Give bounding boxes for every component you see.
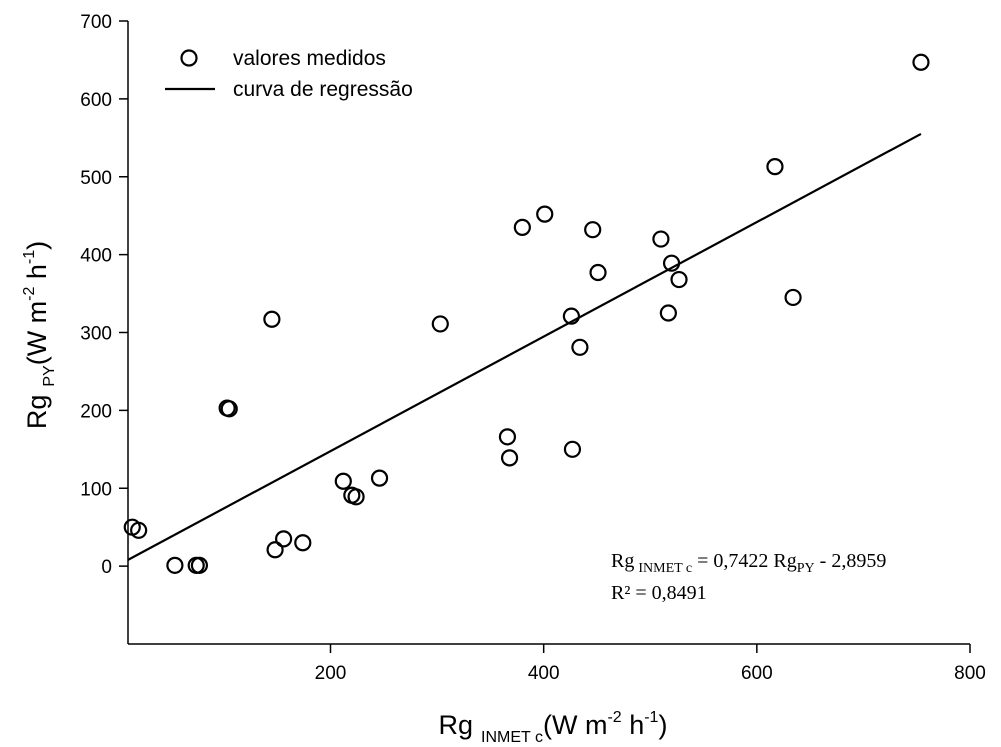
data-point xyxy=(498,428,517,446)
data-point xyxy=(190,556,209,574)
y-tick-label: 600 xyxy=(80,90,112,111)
data-point xyxy=(912,53,930,71)
x-axis-title: Rg INMET c(W m-2 h-1) xyxy=(439,709,668,746)
y-tick-label: 300 xyxy=(80,324,112,345)
x-tick-label: 200 xyxy=(315,663,347,684)
data-point xyxy=(513,218,531,236)
data-point xyxy=(670,270,688,289)
data-point xyxy=(662,254,681,272)
ticks: 0 100 200 300 400 500 600 700 200 400 600 800 xyxy=(80,12,986,684)
data-point xyxy=(563,440,582,458)
legend-marker-icon xyxy=(180,49,198,67)
legend-label-measured: valores medidos xyxy=(233,47,386,70)
data-point xyxy=(589,263,607,282)
y-tick-label: 400 xyxy=(80,246,112,267)
data-point xyxy=(294,534,312,552)
y-tick-label: 200 xyxy=(80,401,112,422)
data-point xyxy=(562,307,580,325)
regression-line-group xyxy=(127,132,922,561)
data-point xyxy=(334,472,352,490)
data-point xyxy=(275,530,293,548)
legend-label-regression: curva de regressão xyxy=(233,78,413,101)
data-points xyxy=(123,53,930,574)
equation-text: Rg INMET c = 0,7422 RgPY - 2,8959 xyxy=(611,550,886,576)
data-point xyxy=(784,288,802,307)
regression-equation: Rg INMET c = 0,7422 RgPY - 2,8959 R² = 0,… xyxy=(611,550,886,604)
y-tick-label: 100 xyxy=(80,479,112,500)
x-tick-label: 600 xyxy=(741,663,773,684)
data-point xyxy=(130,521,148,539)
data-point xyxy=(166,556,184,574)
data-point xyxy=(584,221,602,239)
regression-line xyxy=(127,132,922,561)
data-point xyxy=(500,449,519,467)
data-point xyxy=(347,488,365,506)
data-point xyxy=(652,230,670,248)
y-tick-label: 700 xyxy=(80,12,112,33)
data-point xyxy=(263,310,281,328)
y-tick-label: 0 xyxy=(101,557,112,578)
data-point xyxy=(571,338,589,356)
data-point xyxy=(370,469,389,487)
data-point xyxy=(766,158,784,176)
r-squared-text: R² = 0,8491 xyxy=(611,582,707,604)
y-axis-title: RgPY(W m-2 h-1) xyxy=(21,241,58,429)
x-tick-label: 800 xyxy=(954,663,986,684)
data-point xyxy=(220,400,238,418)
data-point xyxy=(659,304,677,322)
data-point xyxy=(536,205,554,223)
data-point xyxy=(431,315,449,333)
y-tick-label: 500 xyxy=(80,168,112,189)
x-tick-label: 400 xyxy=(528,663,560,684)
data-point xyxy=(266,541,284,559)
legend: valores medidos curva de regressão xyxy=(165,47,413,101)
